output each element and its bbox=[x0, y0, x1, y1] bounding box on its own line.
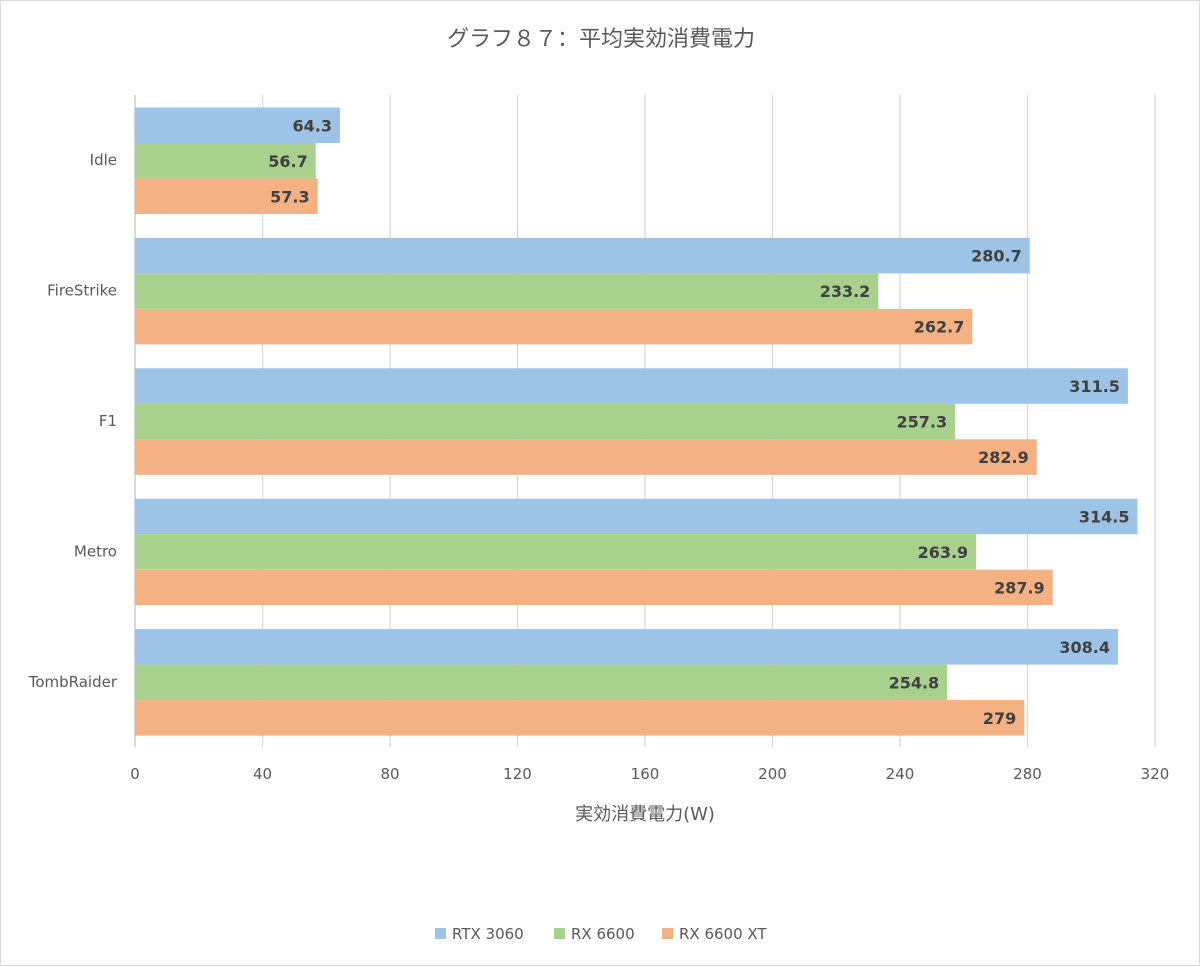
data-label: 257.3 bbox=[897, 413, 948, 432]
x-axis-title: 実効消費電力(W) bbox=[575, 804, 715, 825]
bar-f1-rtx-3060 bbox=[135, 368, 1128, 404]
data-label: 280.7 bbox=[971, 247, 1022, 266]
bar-metro-rx-6600-xt bbox=[135, 569, 1053, 606]
x-tick-label: 240 bbox=[886, 765, 915, 783]
bar-idle-rx-6600-xt bbox=[135, 178, 318, 214]
data-label: 282.9 bbox=[978, 448, 1029, 467]
data-label: 64.3 bbox=[292, 116, 331, 135]
bar-firestrike-rtx-3060 bbox=[135, 237, 1030, 274]
legend-label: RX 6600 bbox=[571, 925, 635, 943]
bar-metro-rx-6600 bbox=[135, 534, 977, 570]
category-labels: Idle FireStrike F1 Metro TombRaider bbox=[28, 151, 118, 691]
category-label: TombRaider bbox=[28, 673, 118, 691]
bar-firestrike-rx-6600-xt bbox=[135, 308, 973, 345]
bar-tombraider-rx-6600-xt bbox=[135, 700, 1025, 736]
category-label: FireStrike bbox=[47, 282, 117, 300]
legend-swatch bbox=[554, 928, 565, 939]
data-label: 308.4 bbox=[1059, 638, 1110, 657]
data-label: 254.8 bbox=[889, 673, 940, 692]
category-label: Metro bbox=[74, 542, 117, 560]
x-tick-label: 0 bbox=[130, 765, 140, 783]
x-tick-label: 160 bbox=[631, 765, 660, 783]
data-label: 311.5 bbox=[1069, 377, 1120, 396]
category-label: Idle bbox=[90, 151, 117, 169]
bar-idle-rx-6600 bbox=[135, 143, 316, 179]
data-label: 279 bbox=[983, 709, 1016, 728]
data-label: 287.9 bbox=[994, 578, 1045, 597]
legend-swatch bbox=[435, 928, 446, 939]
legend: RTX 3060 RX 6600 RX 6600 XT bbox=[435, 925, 767, 943]
data-label: 262.7 bbox=[914, 318, 965, 337]
legend-swatch bbox=[662, 928, 673, 939]
data-label: 314.5 bbox=[1079, 507, 1130, 526]
bar-metro-rtx-3060 bbox=[135, 498, 1138, 535]
data-labels: 64.3 56.7 57.3 280.7 233.2 262.7 311.5 257.3 282… bbox=[268, 116, 1129, 728]
data-label: 57.3 bbox=[270, 187, 309, 206]
bar-idle-rtx-3060 bbox=[135, 107, 340, 143]
data-label: 263.9 bbox=[918, 543, 969, 562]
x-tick-label: 80 bbox=[380, 765, 399, 783]
category-label: F1 bbox=[99, 412, 117, 430]
x-tick-label: 280 bbox=[1013, 765, 1042, 783]
x-tick-label: 320 bbox=[1141, 765, 1170, 783]
bar-f1-rx-6600-xt bbox=[135, 439, 1037, 475]
bar-tombraider-rx-6600 bbox=[135, 664, 948, 701]
x-tick-label: 40 bbox=[253, 765, 272, 783]
bar-firestrike-rx-6600 bbox=[135, 273, 879, 309]
chart-title: グラフ８７：平均実効消費電力 bbox=[447, 27, 755, 52]
legend-label: RX 6600 XT bbox=[679, 925, 767, 943]
bar-tombraider-rtx-3060 bbox=[135, 629, 1119, 665]
data-label: 233.2 bbox=[820, 282, 871, 301]
bars bbox=[135, 107, 1138, 736]
x-tick-label: 120 bbox=[503, 765, 532, 783]
data-label: 56.7 bbox=[268, 152, 307, 171]
x-tick-label: 200 bbox=[758, 765, 787, 783]
bar-f1-rx-6600 bbox=[135, 403, 956, 440]
x-tick-labels: 0 40 80 120 160 200 240 280 320 bbox=[130, 765, 1169, 783]
legend-label: RTX 3060 bbox=[452, 925, 524, 943]
